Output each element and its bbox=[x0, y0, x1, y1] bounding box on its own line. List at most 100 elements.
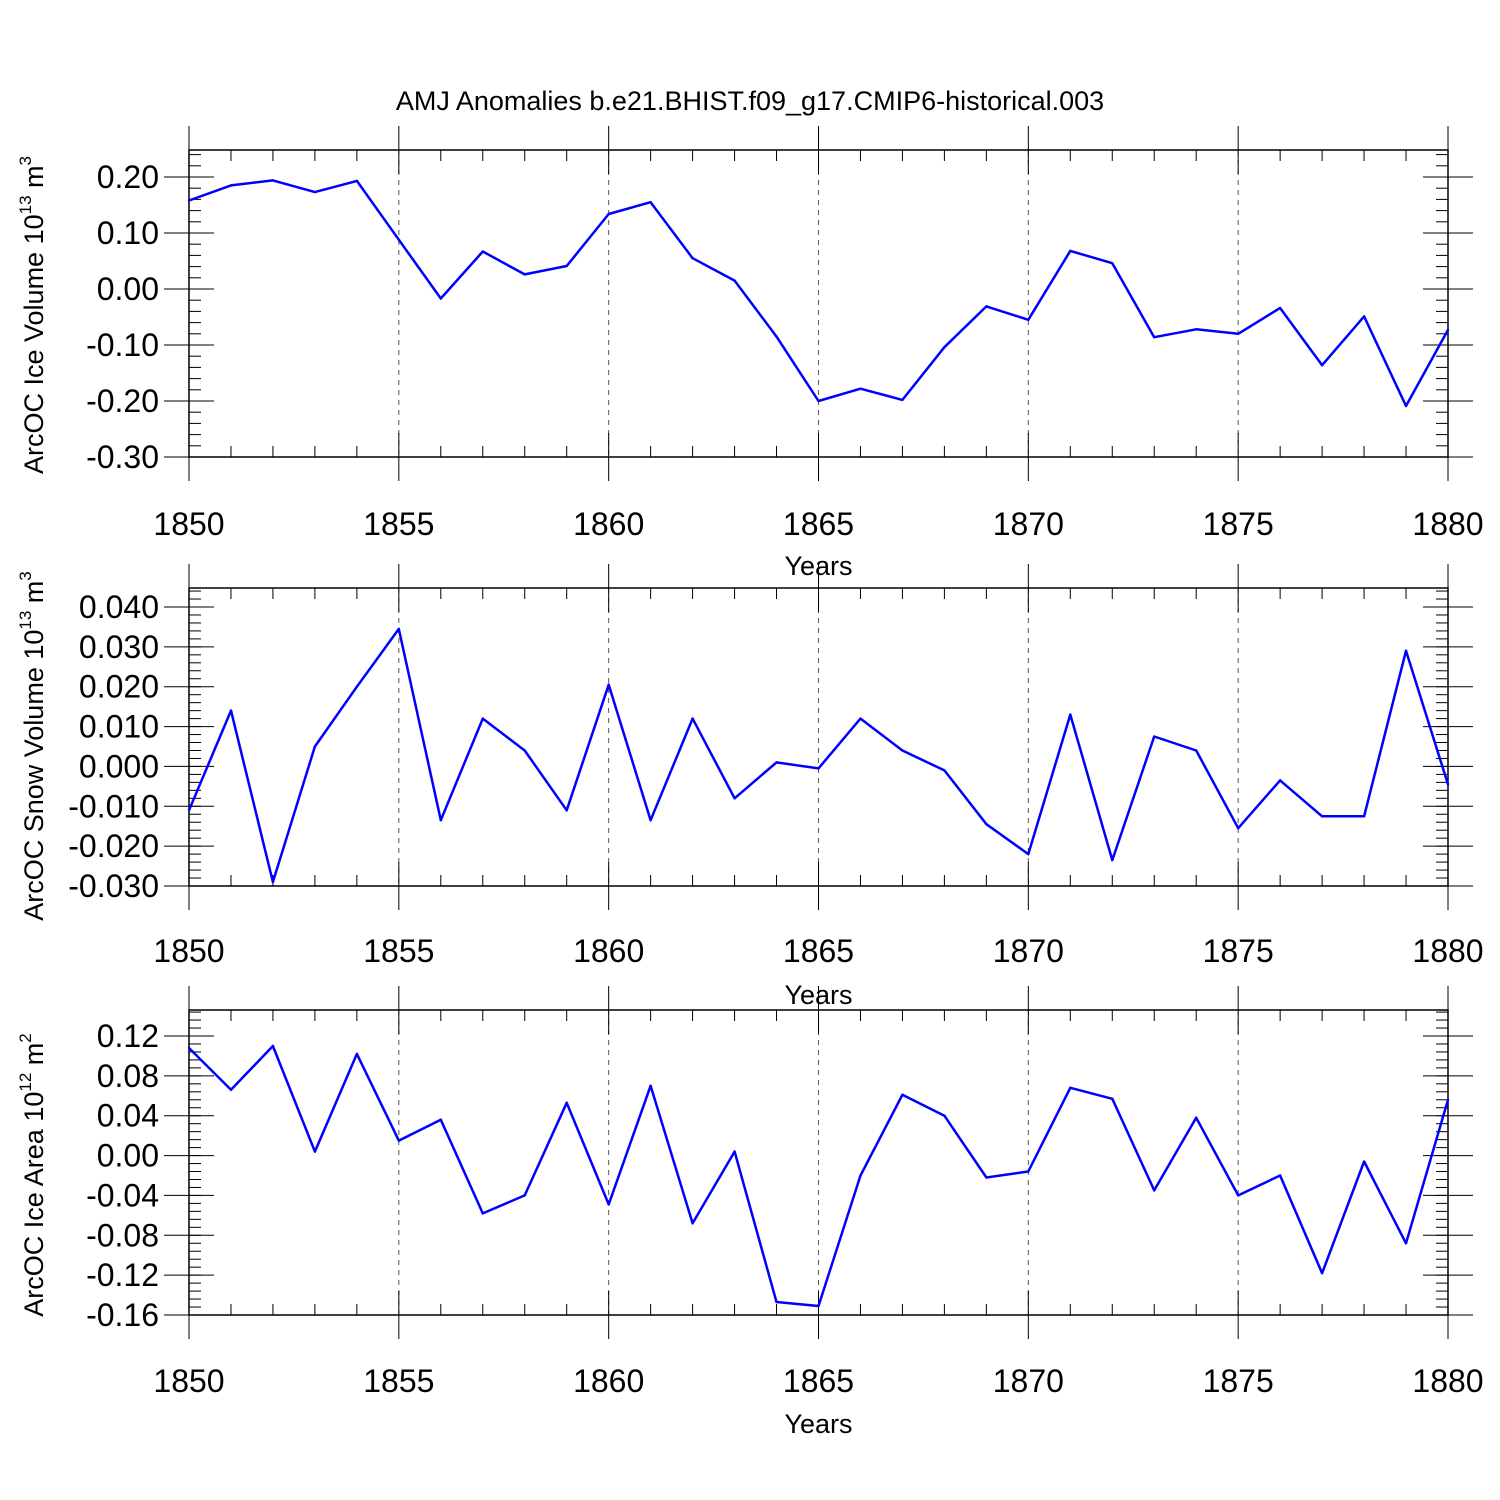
y-tick-label: 0.000 bbox=[79, 748, 159, 784]
data-point bbox=[397, 627, 401, 631]
panels: 0.20 0.10 0.00 -0.10 -0.20 -0.30 1850 1855 1860 1… bbox=[16, 126, 1484, 1439]
x-tick-label: 1870 bbox=[993, 933, 1064, 969]
data-point bbox=[1446, 328, 1450, 332]
data-point bbox=[1111, 262, 1114, 265]
data-point bbox=[1069, 713, 1072, 716]
data-point bbox=[1027, 1170, 1030, 1173]
y-axis-label: ArcOC Ice Volume 1013 m3 bbox=[16, 156, 49, 474]
x-tick-label: 1875 bbox=[1203, 506, 1274, 542]
data-point bbox=[1195, 328, 1198, 331]
data-point bbox=[691, 1222, 694, 1225]
data-point bbox=[775, 1300, 778, 1304]
x-tick-label: 1860 bbox=[573, 506, 644, 542]
data-point bbox=[523, 273, 526, 276]
x-tick-label: 1880 bbox=[1412, 1363, 1483, 1399]
data-point bbox=[565, 809, 568, 812]
y-tick-label: -0.08 bbox=[86, 1217, 159, 1253]
y-tick-label: 0.030 bbox=[79, 629, 159, 665]
figure-title: AMJ Anomalies b.e21.BHIST.f09_g17.CMIP6-… bbox=[396, 86, 1104, 116]
x-tick-label: 1860 bbox=[573, 933, 644, 969]
y-tick-label: -0.010 bbox=[68, 788, 159, 824]
data-point bbox=[187, 199, 191, 202]
data-point bbox=[439, 819, 442, 822]
data-point bbox=[271, 179, 275, 182]
y-tick-label: -0.16 bbox=[86, 1297, 159, 1333]
data-point bbox=[691, 257, 694, 260]
data-point bbox=[271, 880, 275, 884]
data-point bbox=[1236, 827, 1240, 830]
x-tick-label: 1870 bbox=[993, 506, 1064, 542]
data-point bbox=[733, 797, 736, 800]
data-point bbox=[1111, 1097, 1114, 1100]
data-point bbox=[313, 1150, 317, 1153]
y-tick-label: -0.12 bbox=[86, 1257, 159, 1293]
y-tick-label: 0.10 bbox=[97, 215, 159, 251]
y-axis-label: ArcOC Ice Area 1012 m2 bbox=[16, 1033, 49, 1317]
data-point bbox=[649, 819, 652, 822]
data-point bbox=[901, 398, 904, 402]
data-point bbox=[1195, 1116, 1198, 1119]
x-tick-label: 1850 bbox=[153, 506, 224, 542]
data-point bbox=[775, 335, 778, 338]
data-point bbox=[985, 823, 988, 826]
data-point bbox=[355, 179, 359, 183]
data-point bbox=[1153, 335, 1156, 339]
x-tick-label: 1875 bbox=[1203, 933, 1274, 969]
x-tick-label: 1860 bbox=[573, 1363, 644, 1399]
data-point bbox=[1278, 1174, 1282, 1177]
data-point bbox=[439, 297, 442, 300]
data-point bbox=[649, 201, 652, 204]
data-point bbox=[733, 1150, 736, 1153]
data-point bbox=[901, 1093, 904, 1096]
data-point bbox=[1027, 852, 1030, 856]
y-tick-label: 0.12 bbox=[97, 1018, 159, 1054]
x-tick-label: 1855 bbox=[363, 933, 434, 969]
data-point bbox=[1404, 649, 1408, 653]
y-tick-label: 0.040 bbox=[79, 589, 159, 625]
data-point bbox=[1278, 306, 1282, 310]
data-point bbox=[859, 1174, 862, 1177]
x-tick-label: 1865 bbox=[783, 1363, 854, 1399]
data-point bbox=[1153, 1189, 1156, 1192]
data-point bbox=[607, 683, 610, 686]
data-point bbox=[481, 1212, 484, 1215]
data-point bbox=[1236, 332, 1240, 335]
data-point bbox=[1195, 749, 1198, 752]
data-point bbox=[229, 1088, 233, 1092]
data-point bbox=[943, 769, 946, 772]
y-tick-label: -0.10 bbox=[86, 327, 159, 363]
x-axis-label: Years bbox=[784, 1409, 852, 1439]
data-point bbox=[397, 238, 401, 241]
data-point bbox=[271, 1044, 275, 1048]
data-point bbox=[229, 184, 233, 187]
data-point bbox=[1320, 815, 1324, 818]
data-point bbox=[901, 749, 904, 752]
data-point bbox=[1153, 735, 1156, 738]
data-point bbox=[1278, 779, 1282, 782]
data-point bbox=[1069, 249, 1072, 253]
data-point bbox=[1362, 1160, 1366, 1163]
data-point bbox=[817, 1304, 820, 1308]
data-point bbox=[859, 717, 862, 720]
data-point bbox=[187, 1046, 191, 1050]
data-point bbox=[481, 717, 484, 720]
data-point bbox=[565, 1101, 568, 1104]
data-point bbox=[229, 709, 233, 712]
data-point bbox=[313, 745, 317, 748]
data-point bbox=[649, 1084, 652, 1088]
data-point bbox=[817, 399, 820, 403]
x-tick-label: 1875 bbox=[1203, 1363, 1274, 1399]
y-tick-label: 0.04 bbox=[97, 1098, 159, 1134]
x-tick-label: 1850 bbox=[153, 933, 224, 969]
data-point bbox=[1446, 783, 1450, 786]
y-tick-label: 0.08 bbox=[97, 1058, 159, 1094]
data-point bbox=[523, 749, 526, 752]
y-tick-label: -0.04 bbox=[86, 1177, 159, 1213]
data-point bbox=[607, 212, 610, 216]
y-tick-label: 0.020 bbox=[79, 669, 159, 705]
data-point bbox=[397, 1139, 401, 1142]
data-point bbox=[1027, 318, 1030, 321]
data-point bbox=[775, 761, 778, 764]
